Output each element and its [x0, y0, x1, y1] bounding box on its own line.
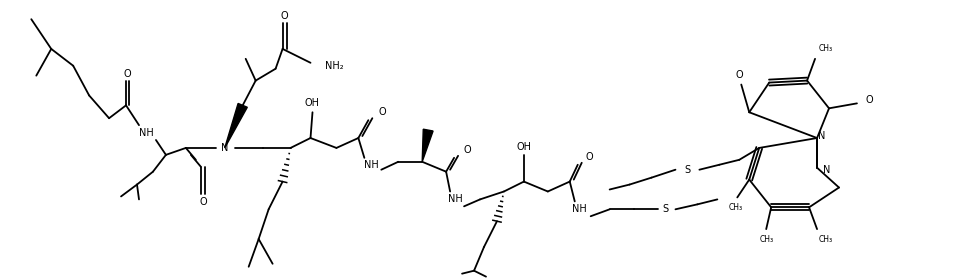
- Text: S: S: [662, 204, 668, 214]
- Text: NH₂: NH₂: [325, 61, 344, 71]
- Text: CH₃: CH₃: [819, 45, 833, 53]
- Text: S: S: [685, 165, 691, 175]
- Text: CH₃: CH₃: [729, 203, 742, 212]
- Text: O: O: [735, 70, 743, 80]
- Text: OH: OH: [516, 142, 532, 152]
- Text: CH₃: CH₃: [759, 235, 773, 244]
- Text: N: N: [818, 131, 826, 141]
- Text: O: O: [281, 11, 288, 21]
- Text: O: O: [124, 69, 131, 79]
- Text: O: O: [865, 95, 873, 105]
- Text: O: O: [378, 107, 386, 117]
- Text: OH: OH: [305, 98, 320, 108]
- Text: NH: NH: [364, 160, 379, 170]
- Text: O: O: [199, 197, 206, 207]
- Polygon shape: [225, 103, 247, 148]
- Text: NH: NH: [138, 128, 153, 138]
- Text: O: O: [463, 145, 470, 155]
- Polygon shape: [422, 129, 433, 162]
- Text: CH₃: CH₃: [819, 235, 833, 244]
- Text: N: N: [221, 143, 229, 153]
- Text: NH: NH: [573, 204, 587, 214]
- Text: N: N: [823, 165, 831, 175]
- Text: NH: NH: [448, 194, 463, 204]
- Text: O: O: [585, 152, 593, 162]
